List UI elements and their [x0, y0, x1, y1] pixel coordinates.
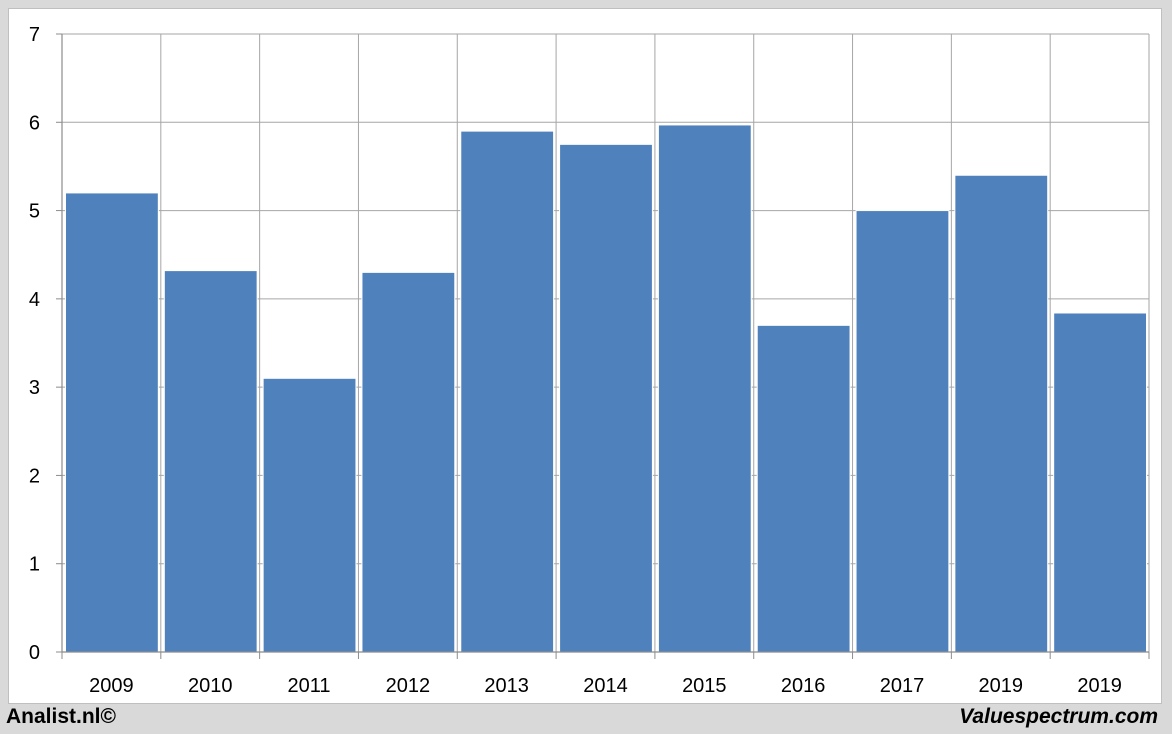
x-tick-label: 2009	[89, 675, 134, 697]
bar	[657, 124, 752, 653]
bar	[954, 174, 1049, 653]
y-tick-label: 5	[29, 201, 40, 223]
bar	[559, 143, 653, 653]
bar	[65, 192, 159, 653]
bar	[262, 377, 357, 653]
x-tick-label: 2010	[188, 675, 233, 697]
x-tick-label: 2015	[682, 675, 727, 697]
x-tick-label: 2019	[979, 675, 1024, 697]
x-tick-label: 2011	[288, 675, 331, 697]
bar	[361, 271, 456, 653]
y-tick-label: 1	[29, 554, 40, 576]
source-label-right: Valuespectrum.com	[959, 705, 1158, 728]
y-tick-label: 3	[29, 377, 40, 399]
x-tick-label: 2016	[781, 675, 826, 697]
bar	[756, 324, 851, 653]
source-label-left: Analist.nl©	[6, 705, 116, 728]
x-tick-label: 2017	[880, 675, 925, 697]
y-tick-label: 6	[29, 112, 40, 134]
y-tick-label: 4	[29, 289, 40, 311]
y-tick-label: 0	[29, 642, 40, 664]
x-tick-label: 2012	[386, 675, 431, 697]
x-tick-label: 2019	[1077, 675, 1122, 697]
bar	[163, 270, 258, 653]
x-tick-label: 2013	[484, 675, 529, 697]
y-tick-label: 7	[29, 24, 40, 46]
bar	[1053, 312, 1147, 653]
x-tick-label: 2014	[583, 675, 628, 697]
y-tick-label: 2	[29, 465, 40, 487]
bar	[460, 130, 555, 653]
bar	[855, 210, 950, 653]
